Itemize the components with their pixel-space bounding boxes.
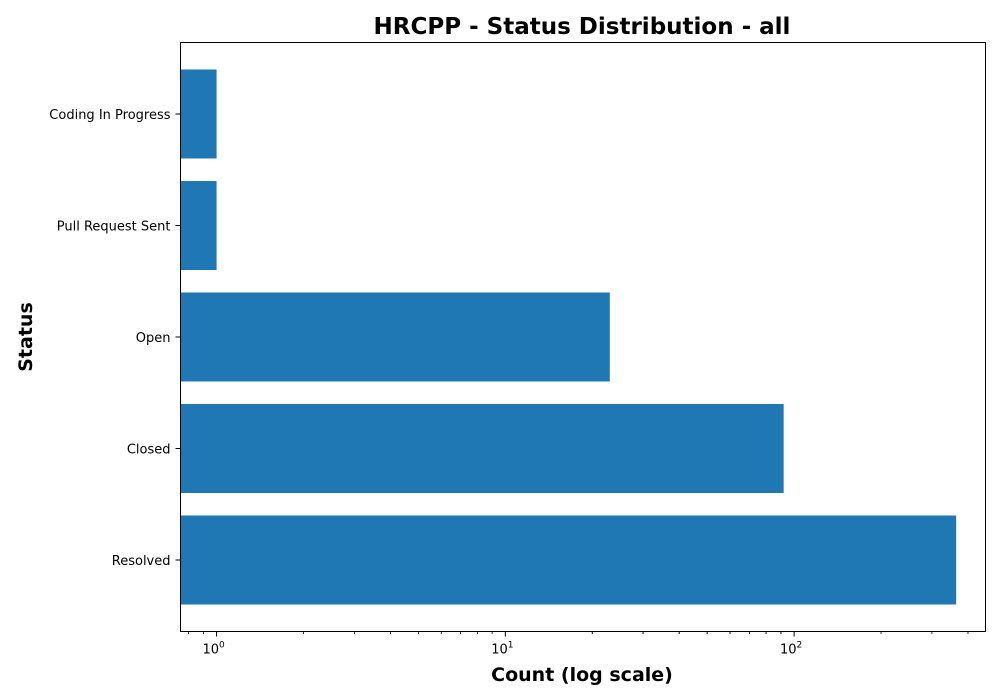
chart-title: HRCPP - Status Distribution - all (374, 14, 791, 40)
y-tick-label: Resolved (112, 554, 171, 569)
bar-pull-request-sent (180, 181, 217, 270)
x-tick-label: 101 (491, 641, 513, 658)
y-tick-label: Pull Request Sent (57, 220, 171, 235)
y-tick-label: Open (136, 331, 171, 346)
x-axis-label: Count (log scale) (491, 664, 673, 686)
y-ticks-group: Resolved Closed Open Pull Request Sent Codin… (49, 108, 181, 569)
bar-closed (180, 404, 784, 493)
x-tick-label: 100 (202, 641, 225, 658)
plot-frame (180, 42, 986, 632)
x-tick-label: 102 (780, 641, 802, 658)
bar-resolved (180, 515, 957, 605)
y-tick-label: Closed (127, 443, 171, 458)
x-ticks-group: 100 101 102 (188, 631, 969, 658)
y-tick-label: Coding In Progress (49, 108, 170, 123)
bars-group (180, 69, 957, 605)
bar-open (180, 292, 610, 382)
bar-coding-in-progress (180, 69, 217, 159)
y-axis-label: Status (15, 302, 37, 372)
